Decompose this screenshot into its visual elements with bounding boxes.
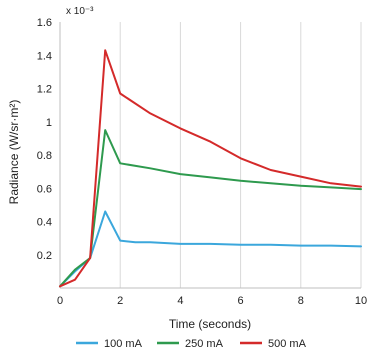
y-tick-label: 1.2 <box>37 84 52 96</box>
y-tick-label: 0.4 <box>37 217 52 229</box>
y-multiplier-label: x 10⁻³ <box>66 6 94 17</box>
grid-lines <box>119 22 362 288</box>
y-tick-label: 1.6 <box>37 17 52 29</box>
legend-label: 100 mA <box>104 338 143 350</box>
x-tick-label: 4 <box>177 295 183 307</box>
axes <box>59 22 361 289</box>
x-tick-label: 10 <box>355 295 367 307</box>
x-tick-label: 8 <box>298 295 304 307</box>
origin-label: 0 <box>57 295 63 307</box>
y-tick-label: 0.8 <box>37 150 52 162</box>
series-line-250-ma <box>59 129 362 288</box>
series-line-500-ma <box>59 49 362 288</box>
x-tick-label: 6 <box>238 295 244 307</box>
tick-labels: 0.2 0.4 0.6 0.8 1 1.2 1.4 1.6 2 4 6 8 10 0 <box>37 17 367 307</box>
y-tick-label: 1 <box>46 117 52 129</box>
series-line-100-ma <box>59 210 362 288</box>
x-axis-title: Time (seconds) <box>169 317 251 331</box>
y-tick-label: 0.6 <box>37 183 52 195</box>
legend: 100 mA 250 mA 500 mA <box>76 338 307 350</box>
legend-label: 500 mA <box>268 338 307 350</box>
y-axis-title: Radiance (W/sr·m²) <box>7 100 21 205</box>
x-tick-label: 2 <box>117 295 123 307</box>
y-tick-label: 0.2 <box>37 250 52 262</box>
legend-label: 250 mA <box>185 338 224 350</box>
y-tick-label: 1.4 <box>37 50 52 62</box>
series-layer <box>59 49 362 288</box>
